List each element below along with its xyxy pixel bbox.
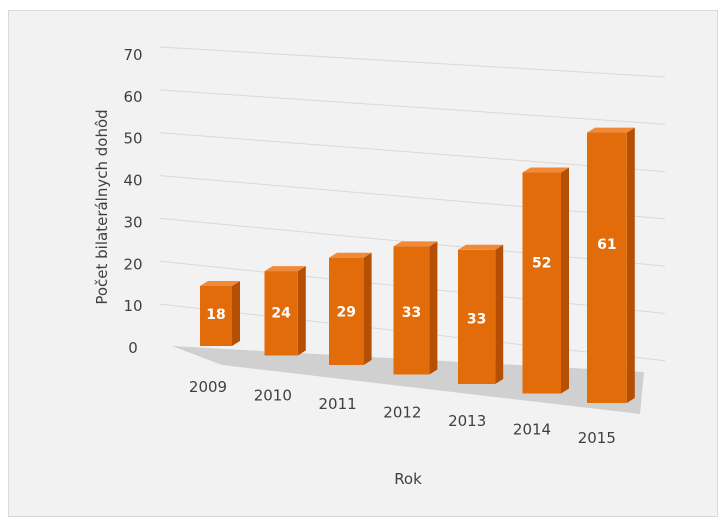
gridline	[159, 132, 666, 173]
bar-side	[429, 241, 438, 375]
bar-2013	[458, 244, 504, 384]
y-tick-label: 60	[123, 88, 142, 106]
data-label: 18	[206, 307, 225, 323]
bar-front	[200, 286, 232, 346]
bar-front	[329, 257, 364, 365]
bar-2015	[587, 127, 635, 404]
x-tick-label: 2009	[189, 378, 227, 396]
bar-side	[232, 281, 240, 346]
y-tick-label: 70	[123, 46, 142, 64]
bars	[200, 127, 635, 404]
data-label: 61	[597, 237, 616, 253]
bar-2014	[522, 167, 569, 394]
data-label: 24	[271, 306, 291, 322]
bar-side	[626, 127, 635, 404]
data-label: 29	[337, 305, 356, 321]
bar-front	[264, 271, 298, 356]
bar-top	[264, 266, 306, 272]
y-tick-label: 10	[123, 297, 142, 315]
x-axis-ticks: 2009 2010 2011 2012 2013 2014 2015	[189, 378, 616, 447]
y-axis-ticks: 0 10 20 30 40 50 60 70	[123, 46, 142, 357]
gridline	[159, 46, 666, 78]
y-tick-label: 20	[123, 255, 142, 273]
y-axis-title: Počet bilaterálnych dohôd	[93, 109, 111, 304]
bar-front	[587, 132, 627, 404]
gridline	[159, 175, 666, 220]
bar-side	[495, 244, 504, 384]
bar-top	[587, 127, 635, 133]
bar-side	[561, 167, 569, 394]
bar-front	[458, 249, 496, 384]
bar-top	[522, 167, 569, 173]
bar-top	[200, 281, 240, 286]
data-labels: 18 24 29 33 33 52 61	[206, 237, 616, 328]
bar-front	[393, 246, 430, 375]
gridlines	[159, 46, 666, 362]
bar-side	[297, 266, 306, 356]
bar-top	[329, 252, 372, 258]
x-tick-label: 2012	[383, 404, 421, 422]
bar-top	[458, 244, 504, 250]
chart-floor	[172, 346, 644, 414]
y-tick-label: 50	[123, 130, 142, 148]
bar-side	[363, 252, 372, 365]
x-axis-title: Rok	[394, 470, 422, 488]
x-tick-label: 2010	[254, 387, 292, 405]
bar-2009	[200, 281, 240, 346]
data-label: 33	[402, 305, 421, 321]
bar-top	[393, 241, 438, 247]
x-tick-label: 2015	[578, 429, 616, 447]
bar-2011	[329, 252, 372, 365]
bar-front	[522, 172, 561, 394]
y-tick-label: 0	[128, 339, 138, 357]
bar-2012	[393, 241, 438, 375]
data-label: 52	[532, 256, 551, 272]
data-label: 33	[467, 312, 486, 328]
y-tick-label: 30	[123, 213, 142, 231]
gridline	[159, 89, 666, 125]
x-tick-label: 2013	[448, 412, 486, 430]
x-tick-label: 2011	[319, 395, 357, 413]
y-tick-label: 40	[123, 172, 142, 190]
x-tick-label: 2014	[513, 421, 551, 439]
floor-plane	[172, 346, 644, 414]
bar-2010	[264, 266, 306, 356]
